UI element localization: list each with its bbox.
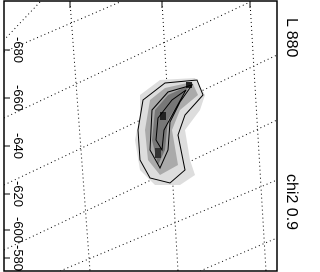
tick-label: -640 bbox=[11, 133, 26, 159]
tick-label: -600 bbox=[11, 217, 26, 243]
top-ticks bbox=[70, 1, 250, 8]
tick-label: -580 bbox=[11, 245, 26, 271]
statistic-label: chi2 0.9 bbox=[283, 174, 300, 230]
band-label: L 880 bbox=[283, 18, 300, 58]
tick-label: -620 bbox=[11, 181, 26, 207]
tick-label: -660 bbox=[11, 85, 26, 111]
tick-labels: -680 -660 -640 -620 -600 -580 bbox=[11, 37, 26, 271]
tick-label: -680 bbox=[11, 37, 26, 63]
left-ticks bbox=[4, 50, 10, 258]
plot: -680 -660 -640 -620 -600 -580 L 880 chi2… bbox=[0, 0, 307, 272]
page: {"axis": {"tick_labels": ["-680", "-660"… bbox=[0, 0, 320, 272]
